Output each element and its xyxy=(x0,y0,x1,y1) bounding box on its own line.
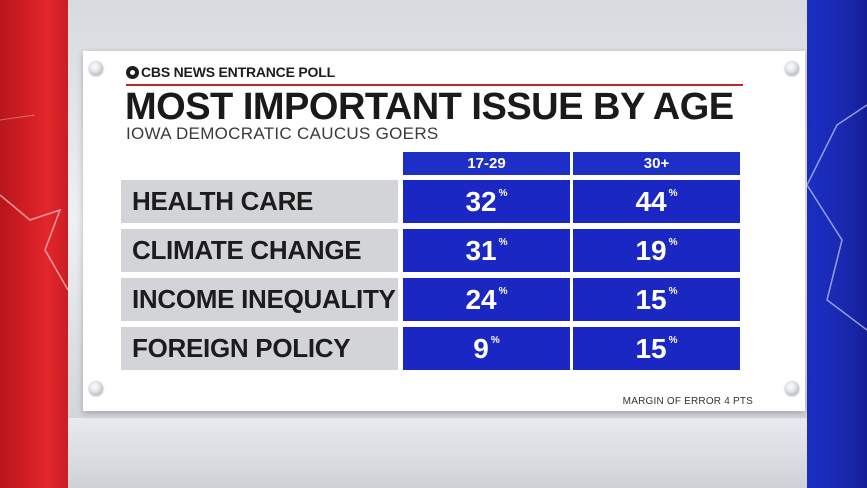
brand-rule xyxy=(126,84,743,86)
value-cell: 24% xyxy=(403,278,570,321)
value-cell: 9% xyxy=(403,327,570,370)
row-label: HEALTH CARE xyxy=(121,180,398,223)
value-cell: 15% xyxy=(573,327,740,370)
value-cell: 44% xyxy=(573,180,740,223)
percent-sign: % xyxy=(668,188,678,199)
bolt-icon xyxy=(785,381,799,395)
bolt-icon xyxy=(89,61,103,75)
value-number: 9 xyxy=(473,332,489,364)
percent-sign: % xyxy=(668,335,678,346)
value-number: 24 xyxy=(465,283,497,315)
value-cell: 19% xyxy=(573,229,740,272)
cbs-eye-icon xyxy=(126,65,139,79)
brand-line: CBS NEWS ENTRANCE POLL xyxy=(126,64,335,80)
column-header: 30+ xyxy=(573,152,740,175)
percent-sign: % xyxy=(668,286,678,297)
poll-board: CBS NEWS ENTRANCE POLL MOST IMPORTANT IS… xyxy=(83,51,805,411)
chart-subtitle: IOWA DEMOCRATIC CAUCUS GOERS xyxy=(126,124,439,143)
percent-sign: % xyxy=(668,237,678,248)
star-outline-icon xyxy=(807,104,867,331)
percent-sign: % xyxy=(498,188,508,199)
row-label: FOREIGN POLICY xyxy=(121,327,398,370)
bolt-icon xyxy=(785,61,799,75)
chart-title: MOST IMPORTANT ISSUE BY AGE xyxy=(125,86,734,128)
percent-sign: % xyxy=(498,286,508,297)
value-number: 44 xyxy=(635,185,667,217)
bolt-icon xyxy=(89,381,103,395)
value-number: 15 xyxy=(635,283,667,315)
row-label: CLIMATE CHANGE xyxy=(121,229,398,272)
value-cell: 31% xyxy=(403,229,570,272)
value-cell: 32% xyxy=(403,180,570,223)
row-label: INCOME INEQUALITY xyxy=(121,278,398,321)
value-cell: 15% xyxy=(573,278,740,321)
star-outline-icon xyxy=(0,114,68,291)
margin-of-error-note: MARGIN OF ERROR 4 PTS xyxy=(622,396,753,407)
value-number: 32 xyxy=(465,185,497,217)
value-number: 15 xyxy=(635,332,667,364)
studio-floor xyxy=(68,418,807,488)
value-number: 31 xyxy=(465,234,497,266)
right-blue-panel xyxy=(807,0,867,488)
value-number: 19 xyxy=(635,234,667,266)
percent-sign: % xyxy=(490,335,500,346)
brand-text: CBS NEWS ENTRANCE POLL xyxy=(141,64,335,80)
left-red-panel xyxy=(0,0,68,488)
column-header: 17-29 xyxy=(403,152,570,175)
percent-sign: % xyxy=(498,237,508,248)
